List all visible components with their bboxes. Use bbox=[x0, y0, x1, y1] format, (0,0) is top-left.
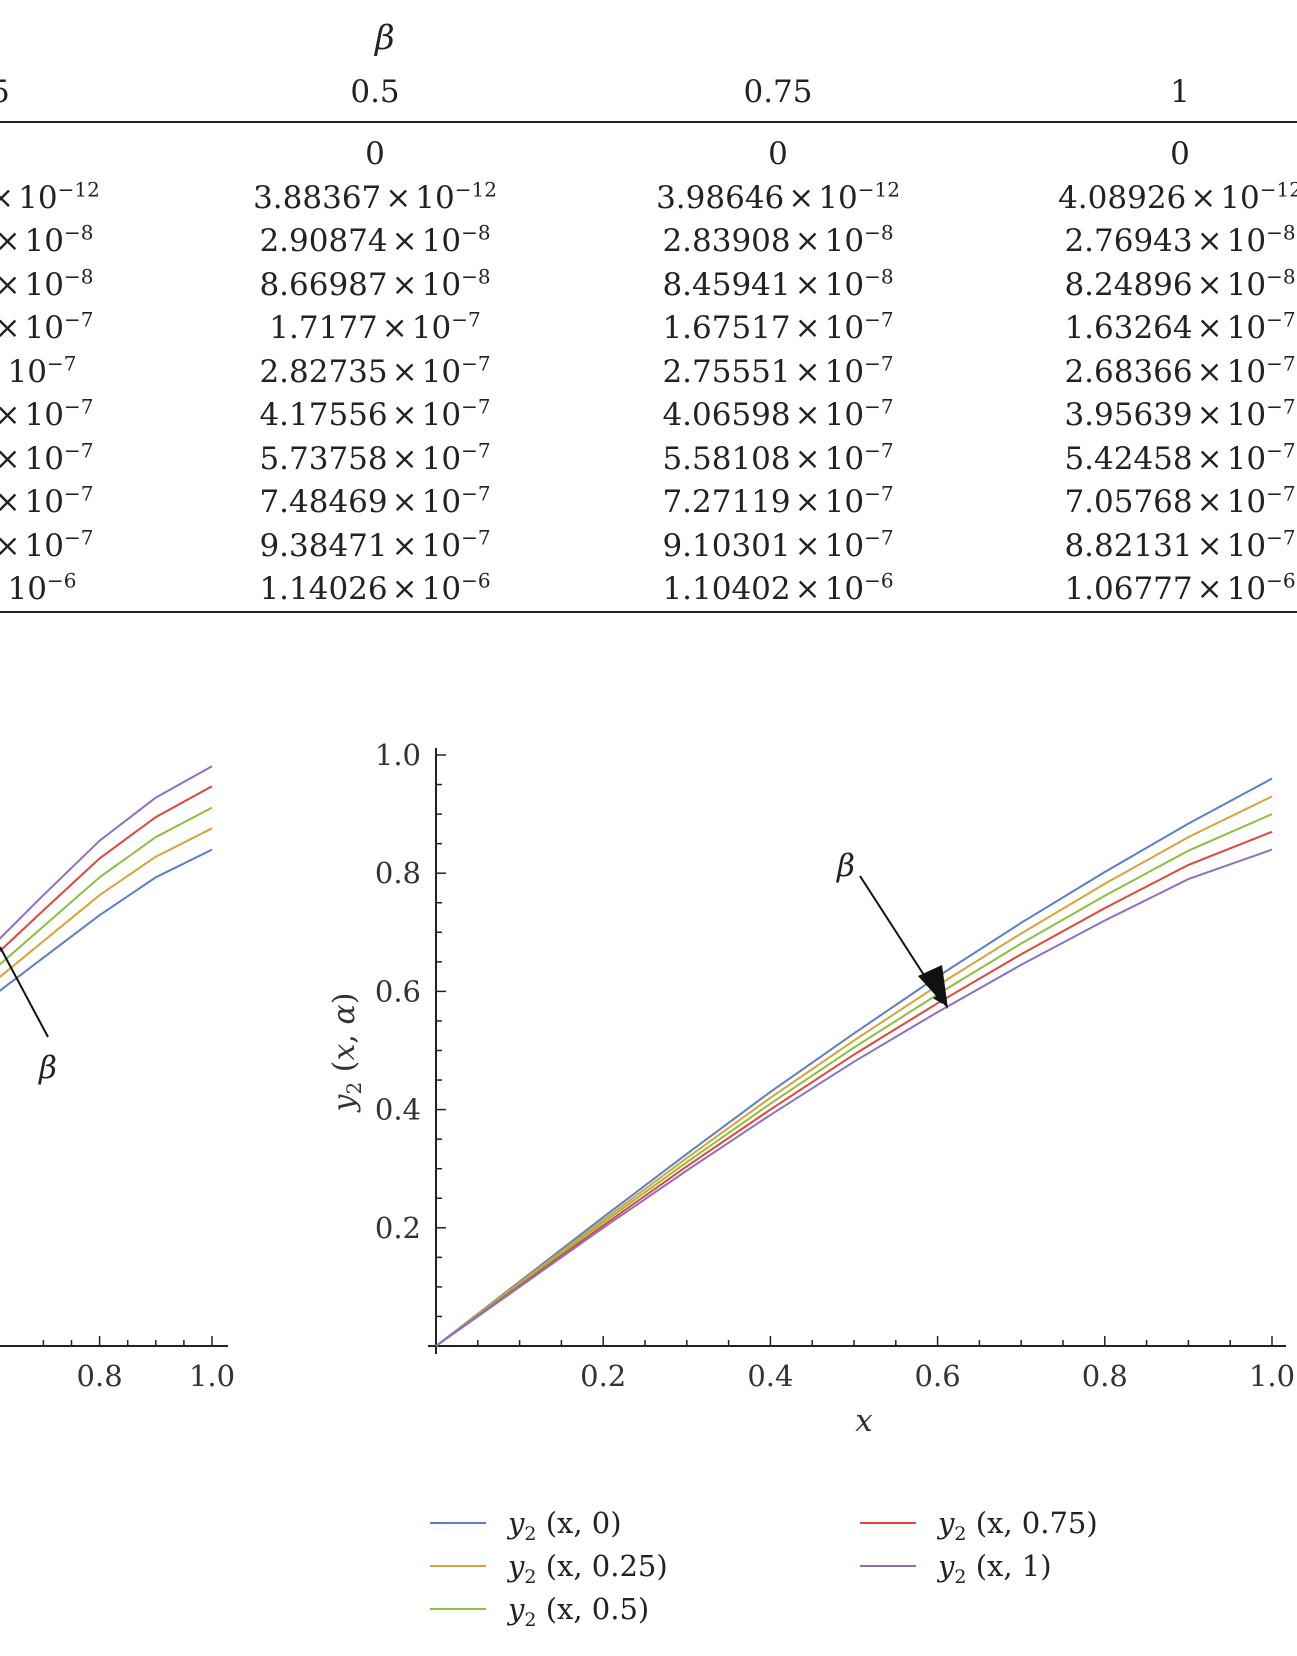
table-cell: 1.7177 × 10−7 bbox=[269, 307, 481, 346]
table-cell: 8.82131 × 10−7 bbox=[1064, 525, 1296, 564]
table-cell: 3.88367 × 10−12 bbox=[253, 177, 497, 216]
table-cell: 1.06777 × 10−6 bbox=[1064, 568, 1296, 607]
legend-item: y2 (x, 0.75) bbox=[860, 1506, 1098, 1545]
table-cell-fragment: 10−7 bbox=[7, 351, 77, 390]
y-tick-label: 0.4 bbox=[375, 1093, 421, 1127]
table-cell-fragment: × 10−7 bbox=[0, 394, 94, 433]
legend-swatch bbox=[430, 1522, 486, 1524]
table-cell-fragment: 10−6 bbox=[7, 568, 77, 607]
y-tick-label: 0.6 bbox=[375, 974, 421, 1008]
legend-item: y2 (x, 0) bbox=[430, 1506, 622, 1545]
left-series-line bbox=[0, 848, 213, 992]
table-cell: 1.14026 × 10−6 bbox=[259, 568, 491, 607]
table-cell: 5.42458 × 10−7 bbox=[1064, 438, 1296, 477]
table-cell: 9.10301 × 10−7 bbox=[662, 525, 894, 564]
x-tick-label: 1.0 bbox=[1249, 1359, 1295, 1393]
table-cell: 8.45941 × 10−8 bbox=[662, 264, 894, 303]
beta-annotation: β bbox=[836, 848, 855, 884]
legend-swatch bbox=[430, 1565, 486, 1567]
table-cell: 7.05768 × 10−7 bbox=[1064, 481, 1296, 520]
beta-arrowhead bbox=[918, 965, 948, 1009]
table-cell: 2.90874 × 10−8 bbox=[259, 220, 491, 259]
table-cell: 4.08926 × 10−12 bbox=[1058, 177, 1297, 216]
table-cell: 1.10402 × 10−6 bbox=[662, 568, 894, 607]
legend-item: y2 (x, 0.5) bbox=[430, 1592, 650, 1631]
table-cell: 2.76943 × 10−8 bbox=[1064, 220, 1296, 259]
series-line bbox=[435, 777, 1273, 1347]
table-cell: 2.75551 × 10−7 bbox=[662, 351, 894, 390]
table-cell-fragment: × 10−7 bbox=[0, 481, 94, 520]
table-cell: 1.67517 × 10−7 bbox=[662, 307, 894, 346]
y-axis-label: y2 (x, α) bbox=[327, 993, 366, 1114]
table-cell-fragment: × 10−12 bbox=[0, 177, 100, 216]
table-cell: 2.68366 × 10−7 bbox=[1064, 351, 1296, 390]
y-tick-label: 0.2 bbox=[375, 1211, 421, 1245]
left-beta-pointer bbox=[0, 946, 49, 1038]
x-tick-label: 0.4 bbox=[747, 1359, 793, 1393]
column-header: 1 bbox=[1170, 74, 1190, 110]
table-cell: 2.82735 × 10−7 bbox=[259, 351, 491, 390]
column-header: 0.75 bbox=[743, 74, 813, 110]
legend-swatch bbox=[430, 1608, 486, 1610]
series-line bbox=[435, 848, 1273, 1347]
legend-swatch bbox=[860, 1565, 916, 1567]
table-cell: 0 bbox=[1170, 136, 1190, 172]
table-cell: 5.73758 × 10−7 bbox=[259, 438, 491, 477]
legend-swatch bbox=[860, 1522, 916, 1524]
x-tick-label: 0.6 bbox=[915, 1359, 961, 1393]
column-header: 5 bbox=[0, 74, 10, 110]
table-cell-fragment: × 10−8 bbox=[0, 264, 94, 303]
x-tick-label: 0.8 bbox=[1082, 1359, 1128, 1393]
legend-label: y2 (x, 0.25) bbox=[508, 1549, 668, 1588]
beta-header: β bbox=[375, 18, 395, 58]
left-series-line bbox=[0, 765, 213, 940]
table-cell: 3.95639 × 10−7 bbox=[1064, 394, 1296, 433]
table-cell: 9.38471 × 10−7 bbox=[259, 525, 491, 564]
left-series-line bbox=[0, 827, 213, 979]
legend-label: y2 (x, 0) bbox=[508, 1506, 622, 1545]
table-cell: 8.24896 × 10−8 bbox=[1064, 264, 1296, 303]
table-cell: 4.17556 × 10−7 bbox=[259, 394, 491, 433]
table-cell: 7.27119 × 10−7 bbox=[662, 481, 894, 520]
table-bottom-rule bbox=[0, 611, 1297, 613]
table-cell: 7.48469 × 10−7 bbox=[259, 481, 491, 520]
left-x-tick-label: 1.0 bbox=[189, 1359, 235, 1393]
left-series-line bbox=[0, 806, 213, 966]
series-line bbox=[435, 830, 1273, 1347]
table-cell: 3.98646 × 10−12 bbox=[656, 177, 900, 216]
x-tick-label: 0.2 bbox=[580, 1359, 626, 1393]
left-chart-partial: 0.8 1.0 β bbox=[0, 765, 235, 1393]
table-cell: 0 bbox=[768, 136, 788, 172]
table-cell-fragment: × 10−7 bbox=[0, 307, 94, 346]
y-tick-label: 0.8 bbox=[375, 856, 421, 890]
left-beta-annotation: β bbox=[38, 1050, 57, 1086]
left-x-tick-label: 0.8 bbox=[77, 1359, 123, 1393]
table-cell: 4.06598 × 10−7 bbox=[662, 394, 894, 433]
table-cell-fragment: × 10−7 bbox=[0, 438, 94, 477]
series-line bbox=[435, 795, 1273, 1347]
left-series-line bbox=[0, 785, 213, 953]
table-cell-fragment: × 10−8 bbox=[0, 220, 94, 259]
table-cell: 8.66987 × 10−8 bbox=[259, 264, 491, 303]
legend-item: y2 (x, 1) bbox=[860, 1549, 1052, 1588]
table-cell: 2.83908 × 10−8 bbox=[662, 220, 894, 259]
legend-label: y2 (x, 1) bbox=[938, 1549, 1052, 1588]
column-header: 0.5 bbox=[350, 74, 400, 110]
table-top-rule bbox=[0, 121, 1297, 123]
table-cell: 0 bbox=[365, 136, 385, 172]
legend-label: y2 (x, 0.5) bbox=[508, 1592, 650, 1631]
table-cell: 5.58108 × 10−7 bbox=[662, 438, 894, 477]
right-chart: 0.2 0.4 0.6 0.8 1.0 0.2 0.4 0.6 0.8 1.0 x y2 (x, α)… bbox=[327, 738, 1295, 1439]
series-line bbox=[435, 813, 1273, 1347]
legend-label: y2 (x, 0.75) bbox=[938, 1506, 1098, 1545]
y-tick-label: 1.0 bbox=[375, 738, 421, 772]
legend-item: y2 (x, 0.25) bbox=[430, 1549, 668, 1588]
x-axis-label: x bbox=[855, 1403, 873, 1439]
table-cell: 1.63264 × 10−7 bbox=[1064, 307, 1296, 346]
table-cell-fragment: × 10−7 bbox=[0, 525, 94, 564]
